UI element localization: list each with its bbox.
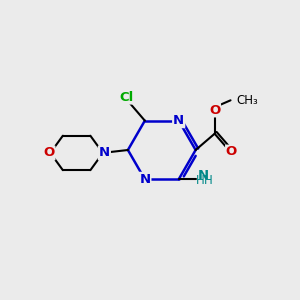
Text: N: N	[99, 146, 110, 159]
Text: N: N	[198, 169, 209, 182]
Text: O: O	[209, 104, 220, 117]
Text: O: O	[226, 146, 237, 158]
Text: H: H	[196, 174, 204, 187]
Text: O: O	[43, 146, 55, 159]
Text: Cl: Cl	[119, 91, 133, 103]
Text: N: N	[173, 114, 184, 127]
Text: N: N	[139, 173, 150, 186]
Text: H: H	[204, 174, 213, 187]
Text: CH₃: CH₃	[236, 94, 258, 107]
